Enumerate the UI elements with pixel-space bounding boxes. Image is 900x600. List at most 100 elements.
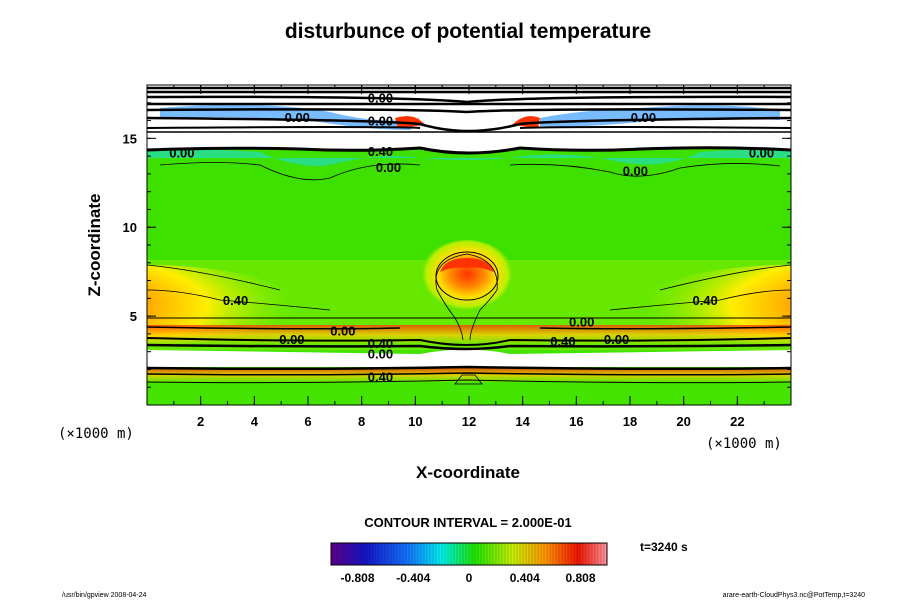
colorbar-swatch (433, 543, 437, 565)
colorbar-swatch (571, 543, 575, 565)
colorbar-swatch (586, 543, 590, 565)
colorbar-swatch (514, 543, 518, 565)
chart-title: disturbunce of potential temperature (285, 20, 651, 43)
x-tick-label: 2 (197, 414, 204, 429)
colorbar-frame (330, 542, 608, 566)
bubble-core (440, 258, 494, 272)
colorbar-swatch (601, 543, 605, 565)
upper-cool-patch-left (160, 104, 420, 130)
colorbar-swatch (358, 543, 362, 565)
colorbar-swatch (400, 543, 404, 565)
contour-label: 0.40 (223, 293, 248, 308)
colorbar-swatch (577, 543, 581, 565)
colorbar-swatch (541, 543, 545, 565)
contour-label: 0.00 (376, 160, 401, 175)
colorbar-swatch (409, 543, 413, 565)
contour-label: 0.00 (631, 110, 656, 125)
contour-label: 0.00 (368, 114, 393, 129)
colorbar-swatch (406, 543, 410, 565)
colorbar-swatch (568, 543, 572, 565)
contour-label: 0.00 (749, 146, 774, 161)
contour-labels: 0.40 0.400.000.00 0.000.000.400.000.00 0.40… (169, 90, 774, 384)
colorbar-swatch (394, 543, 398, 565)
x-tick-label: 18 (623, 414, 637, 429)
colorbar-swatch (481, 543, 485, 565)
contour-label: 0.00 (169, 146, 194, 161)
colorbar-swatch (337, 543, 341, 565)
contour-label: 0.00 (285, 110, 310, 125)
colorbar-swatch (451, 543, 455, 565)
colorbar-swatch (529, 543, 533, 565)
colorbar-swatch (427, 543, 431, 565)
axis-ticks: 2 4 6 8 10 12 14 16 18 20 22 5 10 15 (123, 84, 792, 429)
x-tick-label: 22 (730, 414, 744, 429)
colorbar-swatch (388, 543, 392, 565)
y-axis-unit: (×1000 m) (58, 426, 134, 442)
x-tick-label: 16 (569, 414, 583, 429)
y-tick-label: 10 (123, 220, 137, 235)
colorbar-swatch (448, 543, 452, 565)
colorbar-swatch (526, 543, 530, 565)
colorbar-swatch (331, 543, 335, 565)
colorbar-swatch (592, 543, 596, 565)
x-axis-label: X-coordinate (416, 463, 520, 482)
colorbar-swatch (496, 543, 500, 565)
colorbar-swatch (334, 543, 338, 565)
colorbar-swatch (370, 543, 374, 565)
colorbar-swatch (475, 543, 479, 565)
colorbar-swatch (502, 543, 506, 565)
contour-label: 0.00 (330, 323, 355, 338)
colorbar-swatch (604, 543, 608, 565)
colorbar-swatch (367, 543, 371, 565)
x-tick-label: 10 (408, 414, 422, 429)
colorbar-swatch (382, 543, 386, 565)
colorbar-swatch (559, 543, 563, 565)
colorbar-swatch (415, 543, 419, 565)
colorbar-tick-label: 0 (466, 571, 473, 585)
colorbar (330, 543, 608, 565)
contour-label: 0.40 (368, 144, 393, 159)
upper-cool-band (147, 149, 791, 167)
colorbar-swatch (511, 543, 515, 565)
colorbar-swatch (535, 543, 539, 565)
colorbar-swatch (373, 543, 377, 565)
colorbar-tick-label: 0.404 (510, 571, 540, 585)
colorbar-swatch (544, 543, 548, 565)
x-tick-label: 14 (515, 414, 530, 429)
colorbar-swatch (556, 543, 560, 565)
colorbar-swatch (523, 543, 527, 565)
colorbar-swatch (505, 543, 509, 565)
colorbar-swatch (412, 543, 416, 565)
colorbar-swatch (364, 543, 368, 565)
time-label: t=3240 s (640, 540, 688, 554)
white-lower-band (147, 349, 791, 367)
colorbar-swatch (454, 543, 458, 565)
x-tick-label: 12 (462, 414, 476, 429)
colorbar-tick-label: 0.808 (565, 571, 595, 585)
colorbar-swatch (463, 543, 467, 565)
colorbar-swatch (442, 543, 446, 565)
colorbar-swatch (595, 543, 599, 565)
contour-label: 0.00 (368, 346, 393, 361)
colorbar-swatch (565, 543, 569, 565)
colorbar-swatch (469, 543, 473, 565)
y-tick-label: 15 (123, 131, 137, 146)
colorbar-swatch (547, 543, 551, 565)
colorbar-swatch (472, 543, 476, 565)
colorbar-swatch (397, 543, 401, 565)
colorbar-swatch (583, 543, 587, 565)
colorbar-swatch (361, 543, 365, 565)
colorbar-swatch (580, 543, 584, 565)
colorbar-swatch (421, 543, 425, 565)
colorbar-swatch (520, 543, 524, 565)
colorbar-swatch (340, 543, 344, 565)
colorbar-swatch (493, 543, 497, 565)
colorbar-swatch (487, 543, 491, 565)
colorbar-swatch (385, 543, 389, 565)
colorbar-swatch (439, 543, 443, 565)
contour-label: 0.40 (368, 370, 393, 385)
colorbar-swatch (499, 543, 503, 565)
colorbar-swatch (490, 543, 494, 565)
colorbar-swatch (574, 543, 578, 565)
